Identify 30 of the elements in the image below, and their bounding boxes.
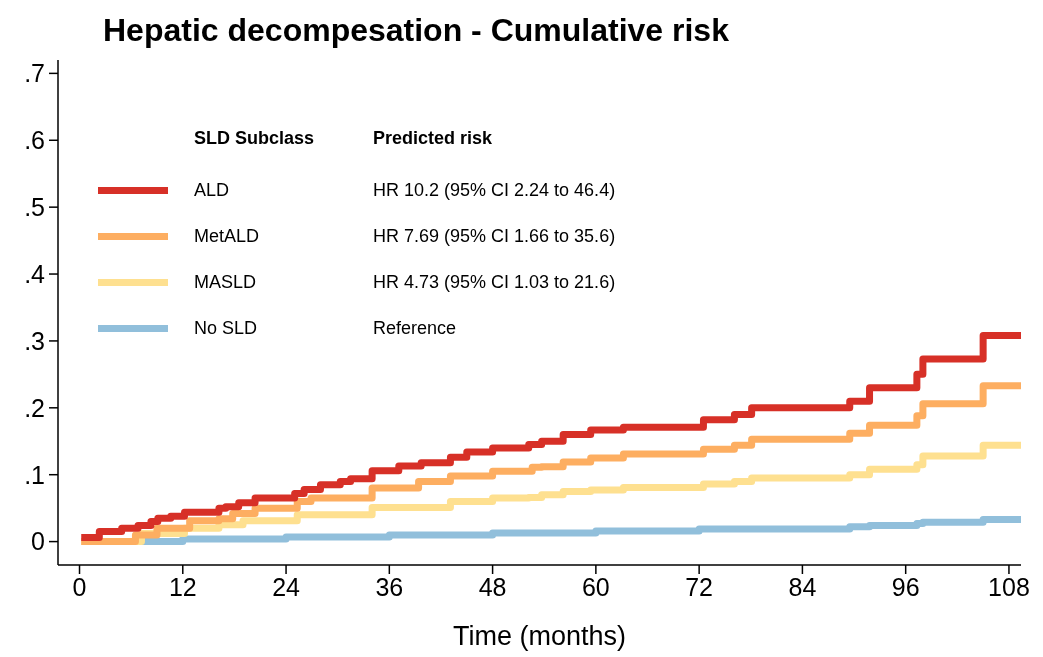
y-tick-label: .2 bbox=[24, 393, 45, 422]
x-tick-label: 24 bbox=[272, 572, 301, 601]
x-tick-label: 96 bbox=[891, 572, 920, 601]
x-axis-title: Time (months) bbox=[452, 621, 627, 651]
y-tick-label: .1 bbox=[24, 460, 45, 489]
x-tick-label: 108 bbox=[988, 572, 1030, 601]
chart-title: Hepatic decompesation - Cumulative risk bbox=[103, 12, 729, 49]
legend-label: No SLD bbox=[194, 317, 259, 339]
x-tick-label: 12 bbox=[168, 572, 197, 601]
x-tick-label: 60 bbox=[581, 572, 610, 601]
annotation: HR 10.2 (95% CI 2.24 to 46.4) bbox=[373, 179, 616, 201]
y-tick-label: .7 bbox=[24, 59, 45, 88]
legend-label: MetALD bbox=[194, 225, 261, 247]
x-tick-label: 84 bbox=[788, 572, 817, 601]
annotation: HR 4.73 (95% CI 1.03 to 21.6) bbox=[373, 271, 616, 293]
legend-label: MASLD bbox=[194, 271, 257, 293]
y-tick-label: .6 bbox=[24, 126, 45, 155]
y-tick-label: .3 bbox=[24, 326, 45, 355]
x-tick-label: 36 bbox=[375, 572, 404, 601]
legend-label: ALD bbox=[194, 179, 230, 201]
y-tick-label: .4 bbox=[24, 259, 46, 288]
annotation: Predicted risk bbox=[373, 128, 493, 149]
annotation: HR 7.69 (95% CI 1.66 to 35.6) bbox=[373, 225, 616, 247]
x-tick-label: 0 bbox=[72, 572, 87, 601]
annotation: Reference bbox=[373, 317, 457, 339]
y-tick-label: .5 bbox=[24, 193, 45, 222]
x-tick-label: 48 bbox=[478, 572, 507, 601]
legend-title: SLD Subclass bbox=[194, 128, 316, 149]
y-tick-label: 0 bbox=[31, 527, 45, 556]
x-tick-label: 72 bbox=[685, 572, 714, 601]
